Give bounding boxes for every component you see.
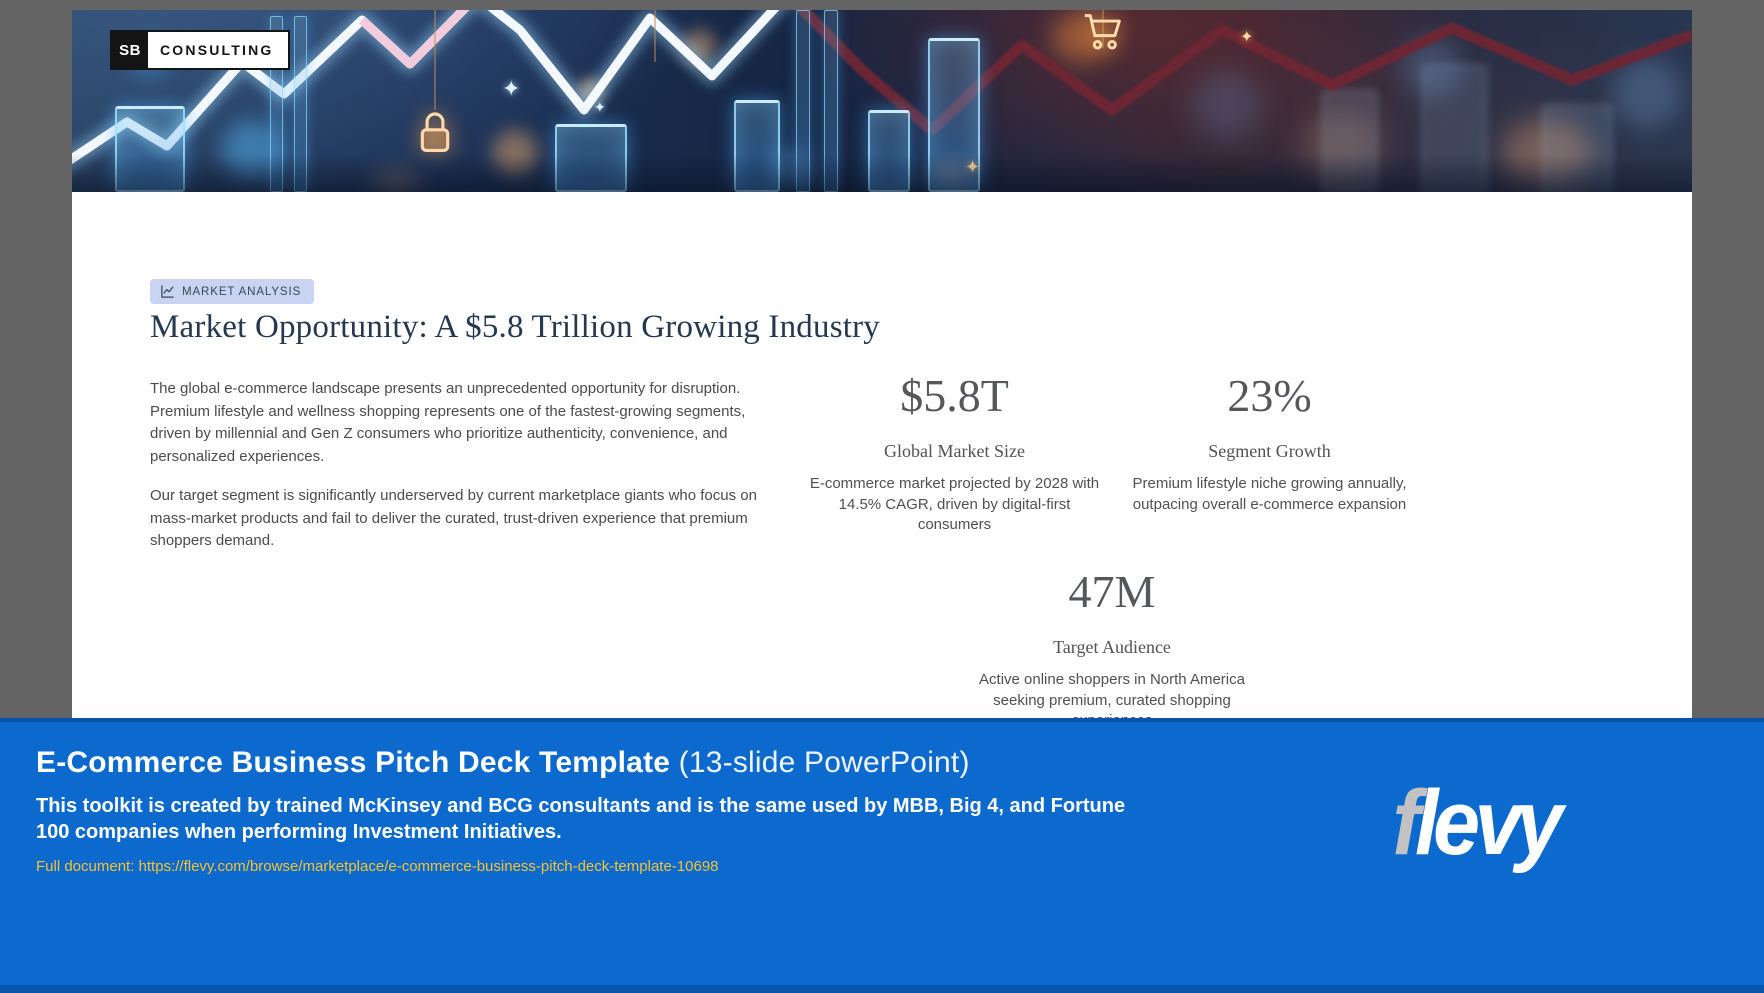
- logo-name: CONSULTING: [160, 42, 274, 58]
- body-paragraph: The global e-commerce landscape presents…: [150, 380, 746, 465]
- sparkle-icon: ✦: [594, 99, 606, 115]
- shopping-cart-icon: [1080, 12, 1126, 57]
- flevy-logo[interactable]: flevy: [1393, 777, 1564, 869]
- stat-value: 47M: [1068, 565, 1156, 617]
- stat-label: Global Market Size: [884, 440, 1025, 461]
- sparkle-icon: ✦: [502, 76, 521, 101]
- padlock-icon: [416, 108, 454, 163]
- hanging-wire: [1102, 10, 1104, 48]
- body-text-column: The global e-commerce landscape presents…: [150, 378, 770, 570]
- product-title-text: E-Commerce Business Pitch Deck Template: [36, 746, 671, 779]
- page-title: Market Opportunity: A $5.8 Trillion Grow…: [150, 309, 881, 345]
- product-title: E-Commerce Business Pitch Deck Template …: [36, 746, 1728, 780]
- glass-pillar: [824, 10, 838, 192]
- stat-value: $5.8T: [900, 370, 1009, 421]
- logo-mark: SB: [112, 32, 148, 68]
- stat-description: Premium lifestyle niche growing annually…: [1132, 474, 1407, 513]
- bokeh-light: [372, 168, 422, 192]
- badge-label: MARKET ANALYSIS: [182, 285, 302, 298]
- line-chart-icon: [160, 284, 175, 299]
- hanging-wire: [654, 10, 656, 62]
- sparkle-icon: ✦: [965, 157, 981, 177]
- product-description: This toolkit is created by trained McKin…: [36, 795, 1126, 844]
- glass-bar: [734, 100, 780, 192]
- bokeh-light: [1612, 58, 1682, 128]
- flevy-logo-lead: f: [1392, 772, 1421, 874]
- banner-hero-image: ✦ ✦ ✦ ✦ SB CONSULTING: [72, 10, 1692, 192]
- hanging-wire: [434, 10, 436, 110]
- stats-grid: $5.8T Global Market Size E-commerce mark…: [797, 370, 1427, 732]
- glass-pillar: [796, 10, 810, 192]
- chart-line-graphic: [72, 10, 1692, 170]
- body-paragraph: Our target segment is significantly unde…: [150, 487, 757, 549]
- stat-label: Target Audience: [1053, 636, 1171, 657]
- stat-value: 23%: [1227, 370, 1312, 421]
- sparkle-icon: ✦: [1240, 29, 1254, 46]
- bokeh-light: [1192, 70, 1262, 140]
- section-badge: MARKET ANALYSIS: [150, 279, 315, 304]
- glass-bar: [115, 106, 185, 192]
- marketplace-footer-bar: E-Commerce Business Pitch Deck Template …: [0, 718, 1764, 993]
- flevy-logo-rest: levy: [1415, 772, 1563, 874]
- glass-bar: [555, 124, 627, 192]
- bokeh-light: [932, 160, 972, 190]
- company-logo: SB CONSULTING: [110, 30, 290, 70]
- glass-pillar: [294, 16, 307, 192]
- bokeh-light: [772, 148, 812, 188]
- stat-label: Segment Growth: [1208, 440, 1331, 461]
- footer-content: E-Commerce Business Pitch Deck Template …: [0, 722, 1764, 876]
- stat-target-audience: 47M Target Audience Active online shoppe…: [955, 566, 1270, 732]
- stat-segment-growth: 23% Segment Growth Premium lifestyle nic…: [1112, 370, 1427, 536]
- slide-preview: ✦ ✦ ✦ ✦ SB CONSULTING MARKET ANALYSIS Ma…: [72, 10, 1692, 729]
- stat-description: E-commerce market projected by 2028 with…: [809, 474, 1100, 534]
- product-title-suffix: (13-slide PowerPoint): [670, 746, 970, 779]
- full-document-link[interactable]: Full document: https://flevy.com/browse/…: [36, 857, 719, 875]
- glass-bar: [928, 38, 980, 192]
- stat-global-market-size: $5.8T Global Market Size E-commerce mark…: [797, 370, 1112, 536]
- glass-bar: [868, 110, 910, 192]
